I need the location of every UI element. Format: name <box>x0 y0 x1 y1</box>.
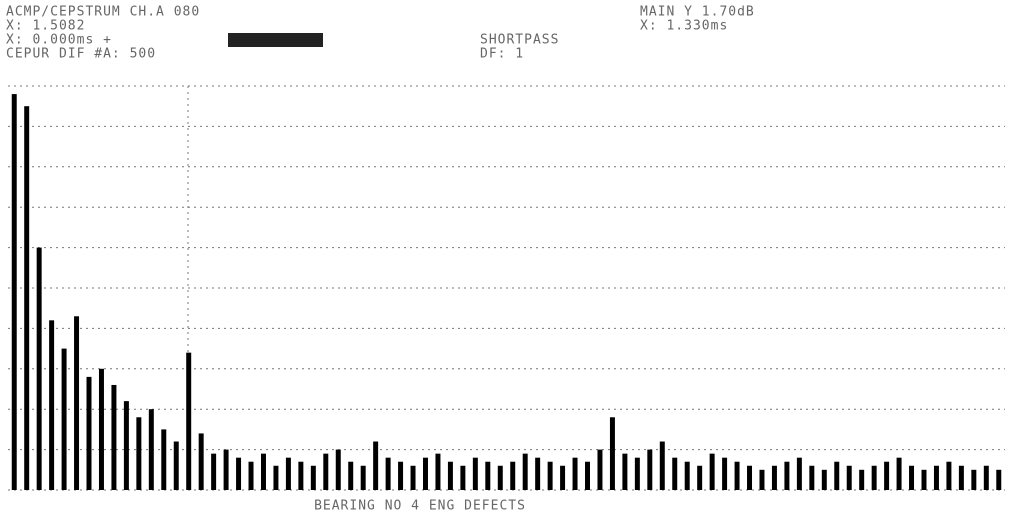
bar <box>49 320 54 490</box>
bar <box>834 462 839 490</box>
bar <box>984 466 989 490</box>
bar <box>224 450 229 490</box>
bar <box>722 458 727 490</box>
bar <box>273 466 278 490</box>
bar <box>373 442 378 490</box>
bar <box>485 462 490 490</box>
bar <box>111 385 116 490</box>
bar <box>573 458 578 490</box>
bar <box>211 454 216 490</box>
bar <box>797 458 802 490</box>
bar <box>24 106 29 490</box>
bar <box>847 466 852 490</box>
bar <box>610 417 615 490</box>
bar <box>161 429 166 490</box>
bar <box>149 409 154 490</box>
bar <box>249 462 254 490</box>
bar <box>909 466 914 490</box>
bar <box>971 470 976 490</box>
bar <box>809 466 814 490</box>
bar <box>174 442 179 490</box>
bar <box>236 458 241 490</box>
bar <box>784 462 789 490</box>
bar <box>622 454 627 490</box>
bar <box>423 458 428 490</box>
header-text: SHORTPASS <box>480 33 559 48</box>
bar <box>298 462 303 490</box>
bar <box>386 458 391 490</box>
bar <box>12 94 17 490</box>
bar <box>672 458 677 490</box>
bar <box>996 470 1001 490</box>
bar <box>922 470 927 490</box>
bar <box>597 450 602 490</box>
bar <box>772 466 777 490</box>
bar <box>448 462 453 490</box>
header-text: DF: 1 <box>480 47 524 62</box>
header-text: X: 0.000ms + <box>6 33 112 48</box>
bar <box>62 349 67 490</box>
bar <box>460 466 465 490</box>
bar <box>124 401 129 490</box>
bar <box>87 377 92 490</box>
header-text: X: 1.330ms <box>640 19 728 34</box>
bar <box>523 454 528 490</box>
bar <box>348 462 353 490</box>
caption: BEARING NO 4 ENG DEFECTS <box>314 499 526 514</box>
bar <box>946 462 951 490</box>
bar <box>361 466 366 490</box>
bar <box>548 462 553 490</box>
bar <box>822 470 827 490</box>
bar <box>510 462 515 490</box>
bar <box>759 470 764 490</box>
bar <box>697 466 702 490</box>
analyzer-screen: ACMP/CEPSTRUM CH.A 080 X: 1.5082 X: 0.00… <box>0 0 1010 520</box>
header-text: MAIN Y 1.70dB <box>640 5 755 20</box>
bar <box>735 462 740 490</box>
bar <box>311 466 316 490</box>
bar <box>411 466 416 490</box>
bar <box>323 454 328 490</box>
bar <box>635 458 640 490</box>
bar <box>398 462 403 490</box>
bar <box>186 353 191 490</box>
bar <box>859 470 864 490</box>
bar <box>585 462 590 490</box>
bar <box>136 417 141 490</box>
bar <box>74 316 79 490</box>
bar <box>660 442 665 490</box>
bar <box>934 466 939 490</box>
bar <box>37 248 42 490</box>
bar <box>336 450 341 490</box>
header-text: CEPUR DIF #A: 500 <box>6 47 156 62</box>
bar <box>685 462 690 490</box>
bar <box>710 454 715 490</box>
bar <box>872 466 877 490</box>
page: {"header": {"left": ["ACMP/CEPSTRUM CH.A… <box>0 0 1010 520</box>
header-text: X: 1.5082 <box>6 19 85 34</box>
bar <box>884 462 889 490</box>
bar <box>473 458 478 490</box>
bar <box>535 458 540 490</box>
highlight-box <box>228 33 323 47</box>
bar <box>897 458 902 490</box>
bar <box>286 458 291 490</box>
bar <box>498 466 503 490</box>
bar <box>435 454 440 490</box>
bar <box>199 433 204 490</box>
header-text: ACMP/CEPSTRUM CH.A 080 <box>6 5 200 20</box>
bar <box>261 454 266 490</box>
bar <box>99 369 104 490</box>
bar <box>560 466 565 490</box>
bar <box>647 450 652 490</box>
bar <box>959 466 964 490</box>
bar <box>747 466 752 490</box>
